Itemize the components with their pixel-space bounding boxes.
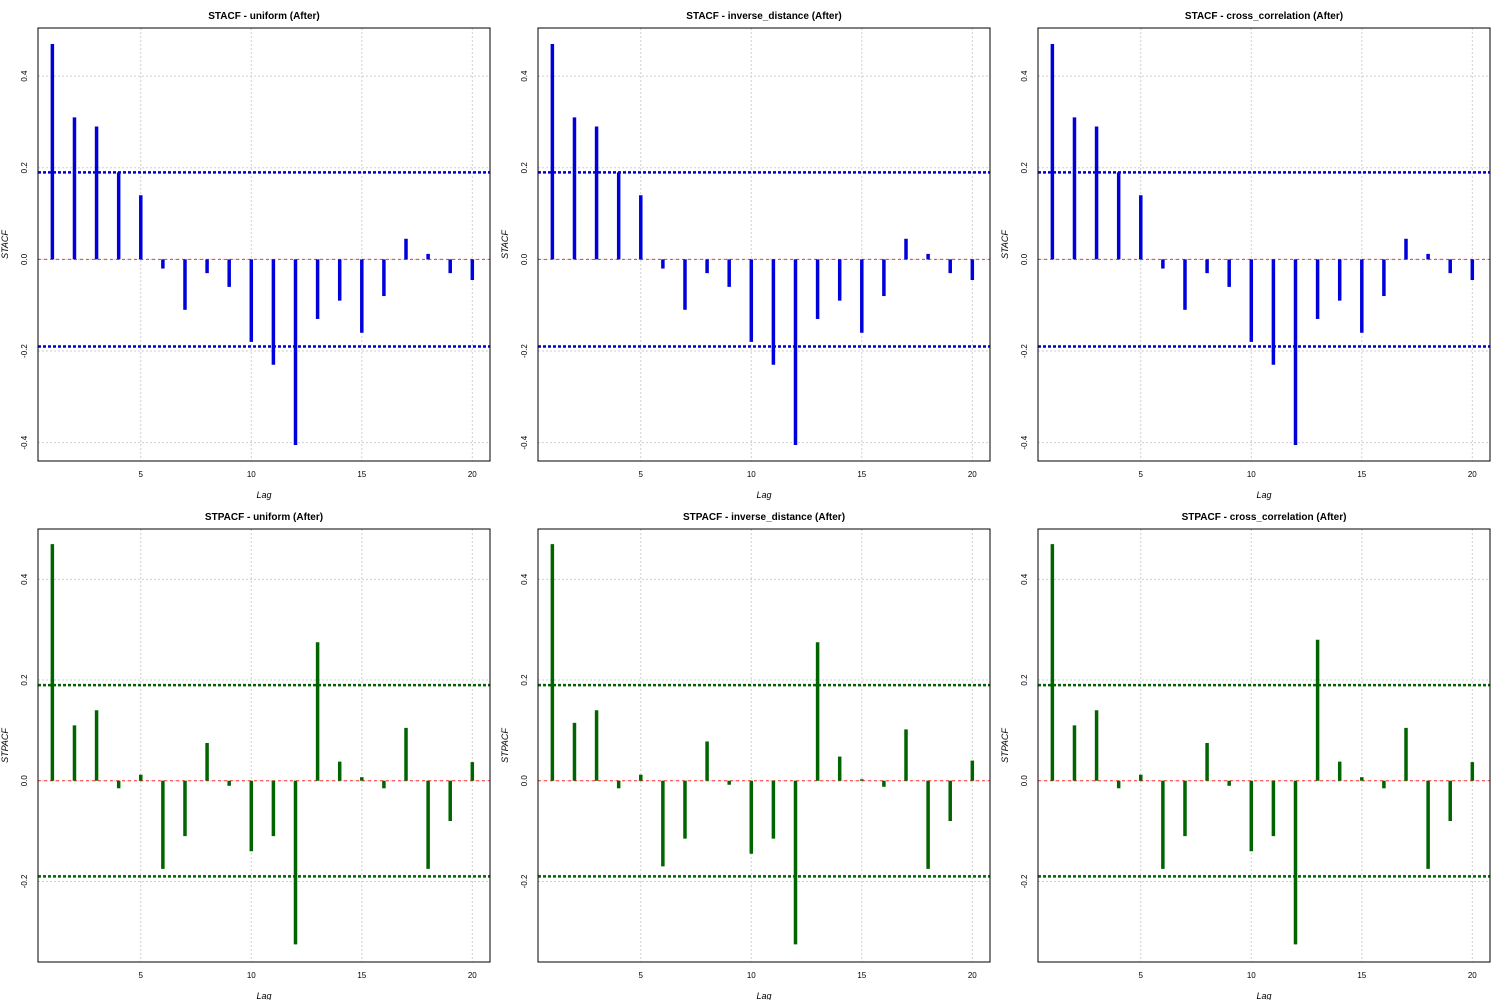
- x-tick-label: 5: [639, 971, 644, 980]
- x-tick-label: 10: [1247, 971, 1256, 980]
- y-tick-label: 0.0: [1020, 253, 1029, 265]
- x-axis-label: Lag: [1256, 490, 1271, 500]
- y-axis-label: STPACF: [500, 728, 510, 763]
- y-axis-label: STACF: [500, 230, 510, 259]
- chart-panel-5: STPACF - inverse_distance (After) 5 10 15 20…: [500, 512, 991, 1000]
- x-tick-label: 10: [247, 470, 256, 479]
- y-tick-label: -0.4: [520, 435, 529, 449]
- chart-title: STACF - uniform (After): [208, 11, 319, 22]
- x-tick-label: 15: [357, 470, 366, 479]
- plot-frame: [537, 528, 991, 963]
- plot-frame: [37, 528, 491, 963]
- y-tick-label: 0.2: [20, 674, 29, 686]
- y-tick-label: 0.4: [520, 573, 529, 585]
- y-tick-label: -0.4: [20, 435, 29, 449]
- y-tick-label: 0.2: [1020, 162, 1029, 174]
- x-tick-label: 20: [968, 470, 977, 479]
- chart-title: STPACF - uniform (After): [205, 512, 323, 523]
- x-axis-label: Lag: [756, 991, 771, 1000]
- x-tick-label: 5: [139, 971, 144, 980]
- x-axis-label: Lag: [256, 991, 271, 1000]
- x-axis-label: Lag: [1256, 991, 1271, 1000]
- y-tick-label: 0.0: [520, 253, 529, 265]
- y-axis-label: STPACF: [0, 728, 10, 763]
- x-tick-label: 5: [1139, 971, 1144, 980]
- y-tick-label: 0.2: [520, 674, 529, 686]
- x-tick-label: 15: [857, 470, 866, 479]
- plot-frame: [1037, 528, 1491, 963]
- y-tick-label: -0.2: [1020, 344, 1029, 358]
- y-tick-label: -0.2: [520, 344, 529, 358]
- x-tick-label: 15: [857, 971, 866, 980]
- chart-panel-2: STACF - inverse_distance (After) 5 10 15 20 -…: [500, 11, 991, 500]
- y-tick-label: -0.2: [20, 344, 29, 358]
- x-tick-label: 15: [1357, 971, 1366, 980]
- x-tick-label: 5: [139, 470, 144, 479]
- plot-frame: [1037, 27, 1491, 462]
- chart-title: STPACF - inverse_distance (After): [683, 512, 845, 523]
- x-axis-label: Lag: [756, 490, 771, 500]
- y-tick-label: 0.4: [520, 70, 529, 82]
- y-tick-label: 0.4: [20, 573, 29, 585]
- y-tick-label: 0.2: [520, 162, 529, 174]
- y-tick-label: 0.0: [1020, 775, 1029, 787]
- chart-title: STACF - cross_correlation (After): [1185, 11, 1343, 22]
- y-tick-label: 0.0: [20, 253, 29, 265]
- x-tick-label: 20: [1468, 470, 1477, 479]
- x-tick-label: 10: [747, 971, 756, 980]
- y-tick-label: 0.4: [1020, 70, 1029, 82]
- x-tick-label: 10: [747, 470, 756, 479]
- x-tick-label: 10: [247, 971, 256, 980]
- y-tick-label: -0.4: [1020, 435, 1029, 449]
- chart-panel-6: STPACF - cross_correlation (After) 5 10 15 2…: [1000, 512, 1491, 1000]
- x-tick-label: 10: [1247, 470, 1256, 479]
- x-tick-label: 20: [468, 470, 477, 479]
- x-axis-label: Lag: [256, 490, 271, 500]
- x-tick-label: 20: [1468, 971, 1477, 980]
- x-tick-label: 20: [468, 971, 477, 980]
- y-axis-label: STACF: [0, 230, 10, 259]
- y-tick-label: -0.2: [20, 874, 29, 888]
- x-tick-label: 5: [639, 470, 644, 479]
- plot-frame: [37, 27, 491, 462]
- y-tick-label: -0.2: [1020, 874, 1029, 888]
- y-tick-label: -0.2: [520, 874, 529, 888]
- chart-panel-1: STACF - uniform (After) 5 10 15 20 -0.4 -0.2 0.…: [0, 11, 491, 500]
- chart-panel-4: STPACF - uniform (After) 5 10 15 20 -0.2 0.0 0.…: [0, 512, 491, 1000]
- x-tick-label: 5: [1139, 470, 1144, 479]
- chart-title: STACF - inverse_distance (After): [686, 11, 841, 22]
- y-tick-label: 0.0: [520, 775, 529, 787]
- chart-panel-3: STACF - cross_correlation (After) 5 10 15 20…: [1000, 11, 1491, 500]
- x-tick-label: 20: [968, 971, 977, 980]
- plot-frame: [537, 27, 991, 462]
- y-tick-label: 0.2: [1020, 674, 1029, 686]
- y-tick-label: 0.4: [1020, 573, 1029, 585]
- y-axis-label: STACF: [1000, 230, 1010, 259]
- y-tick-label: 0.2: [20, 162, 29, 174]
- y-axis-label: STPACF: [1000, 728, 1010, 763]
- y-tick-label: 0.0: [20, 775, 29, 787]
- x-tick-label: 15: [1357, 470, 1366, 479]
- y-tick-label: 0.4: [20, 70, 29, 82]
- x-tick-label: 15: [357, 971, 366, 980]
- chart-title: STPACF - cross_correlation (After): [1182, 512, 1347, 523]
